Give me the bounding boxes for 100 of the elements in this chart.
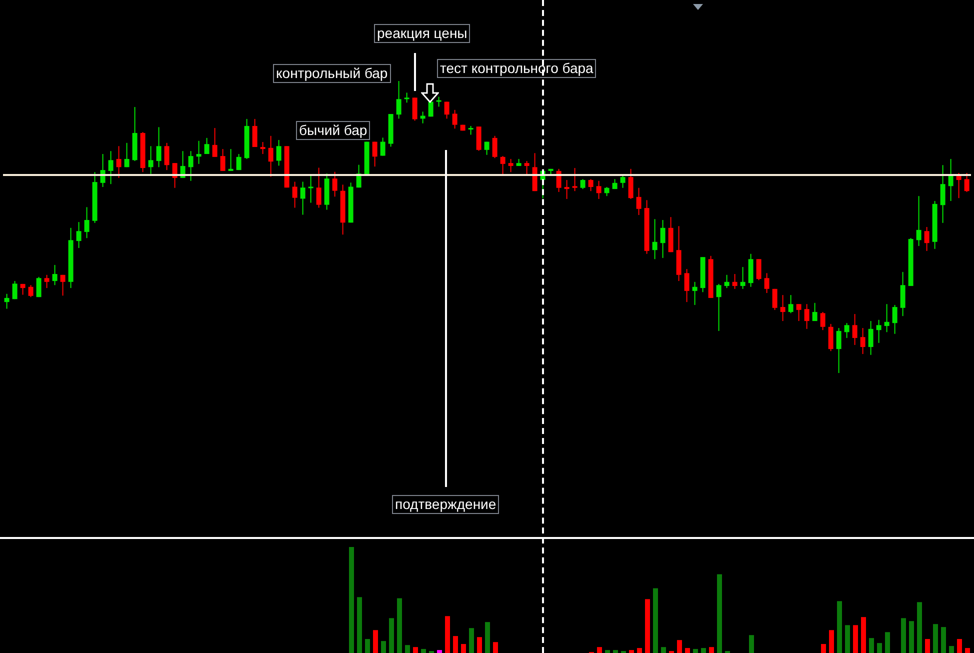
bar <box>405 645 410 653</box>
bar <box>941 627 946 653</box>
candlestick <box>108 150 114 185</box>
candlestick <box>940 164 946 224</box>
candlestick <box>12 280 18 300</box>
candlestick <box>332 171 338 198</box>
bar <box>373 630 378 653</box>
candlestick <box>596 180 602 200</box>
candlestick <box>404 92 410 104</box>
candlestick <box>300 181 306 216</box>
candlestick <box>484 141 490 156</box>
bar <box>933 624 938 653</box>
candlestick <box>28 284 34 298</box>
candlestick <box>116 146 122 178</box>
bar <box>445 616 450 653</box>
candlestick <box>420 111 426 124</box>
candlestick <box>620 175 626 188</box>
candlestick <box>236 154 242 171</box>
candlestick <box>756 258 762 281</box>
bar <box>421 648 426 653</box>
candlestick <box>724 274 730 289</box>
candlestick <box>788 294 794 314</box>
candlestick <box>308 175 314 204</box>
bar <box>389 618 394 653</box>
bar <box>749 635 754 653</box>
bar <box>885 632 890 653</box>
bar <box>965 648 970 653</box>
candlestick <box>4 293 10 310</box>
candlestick <box>924 226 930 252</box>
candlestick <box>84 206 90 239</box>
candlestick <box>188 150 194 182</box>
candlestick <box>212 128 218 158</box>
text: тест контрольного бара <box>437 59 596 78</box>
candlestick <box>44 274 50 289</box>
bar <box>925 639 930 653</box>
candlestick <box>428 101 434 118</box>
candlestick <box>628 168 634 200</box>
bar <box>645 599 650 653</box>
candlestick <box>492 135 498 159</box>
text: подтверждение <box>392 495 500 514</box>
bar <box>661 647 666 653</box>
candlestick <box>652 218 658 260</box>
candlestick <box>476 126 482 152</box>
candlestick <box>764 272 770 294</box>
candlestick <box>948 158 954 202</box>
bar <box>461 644 466 653</box>
candlestick <box>732 274 738 290</box>
bar <box>821 644 826 653</box>
candlestick <box>884 304 890 333</box>
candlestick <box>820 311 826 331</box>
candlestick <box>836 328 842 373</box>
candlestick <box>396 81 402 120</box>
bar <box>437 650 442 653</box>
bar <box>629 650 634 653</box>
bar <box>861 617 866 653</box>
candlestick <box>716 283 722 332</box>
bar <box>605 650 610 653</box>
candlestick <box>60 274 66 296</box>
candlestick <box>780 294 786 322</box>
bar <box>901 618 906 653</box>
candlestick <box>772 288 778 310</box>
bar <box>877 643 882 653</box>
candlestick <box>876 319 882 344</box>
candlestick <box>588 178 594 192</box>
bar <box>717 574 722 653</box>
candlestick <box>52 264 58 286</box>
candlestick <box>844 322 850 338</box>
candlestick <box>228 148 234 172</box>
candlestick <box>156 126 162 168</box>
bar <box>613 650 618 653</box>
bar <box>685 648 690 653</box>
candlestick <box>508 158 514 173</box>
bar <box>853 625 858 653</box>
bar <box>677 640 682 653</box>
candlestick <box>604 186 610 197</box>
candlestick <box>900 271 906 317</box>
bar <box>381 641 386 653</box>
bar <box>837 601 842 653</box>
candlestick <box>852 314 858 346</box>
candlestick <box>276 139 282 166</box>
bar <box>845 625 850 653</box>
candlestick <box>148 146 154 174</box>
bar <box>917 602 922 653</box>
bar <box>477 637 482 653</box>
bar <box>869 638 874 653</box>
candlestick <box>36 276 42 298</box>
candlestick <box>748 253 754 288</box>
bar <box>909 621 914 653</box>
candlestick <box>380 137 386 156</box>
candlestick <box>812 302 818 322</box>
candlestick <box>828 323 834 352</box>
bar <box>413 647 418 653</box>
bar <box>653 588 658 653</box>
annotation: контрольный бар <box>273 64 391 83</box>
candlestick <box>268 135 274 178</box>
candlestick <box>260 142 266 154</box>
candlestick <box>892 304 898 334</box>
candlestick <box>692 281 698 306</box>
candlestick <box>524 160 530 176</box>
candlestick <box>412 97 418 122</box>
